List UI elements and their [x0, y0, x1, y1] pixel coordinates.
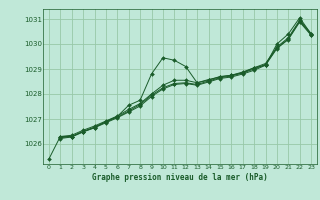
X-axis label: Graphe pression niveau de la mer (hPa): Graphe pression niveau de la mer (hPa) [92, 173, 268, 182]
